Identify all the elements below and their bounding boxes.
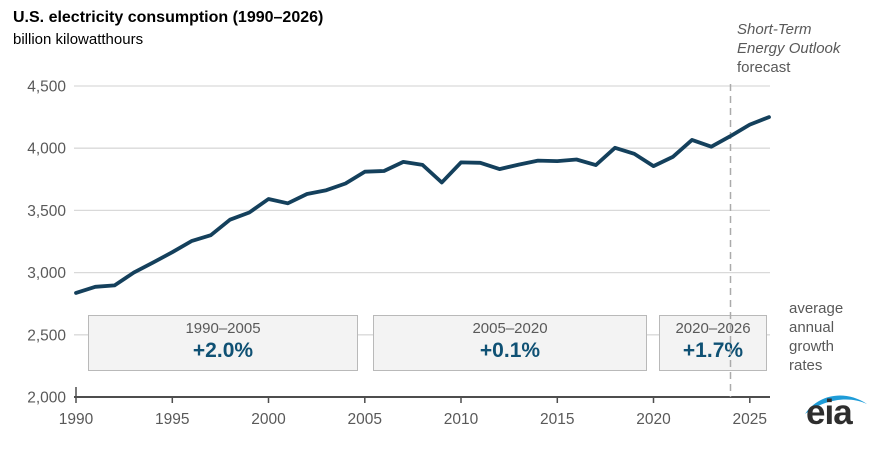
x-tick-label: 1990 <box>59 411 94 428</box>
growth-box-rate: +0.1% <box>479 339 541 362</box>
x-tick-label: 2025 <box>733 411 767 428</box>
growth-box-1990-2005: 1990–2005 +2.0% <box>88 315 358 371</box>
forecast-annotation-line1: Short-Term <box>737 21 812 38</box>
forecast-annotation: Short-Term Energy Outlook forecast <box>737 20 872 77</box>
y-tick-label: 4,500 <box>27 79 66 96</box>
y-tick-label: 3,000 <box>27 265 66 282</box>
y-tick-label: 4,000 <box>27 141 66 158</box>
x-tick-label: 2020 <box>636 411 671 428</box>
growth-note: average annual growth rates <box>789 300 844 374</box>
x-tick-label: 2010 <box>444 411 479 428</box>
growth-box-period: 1990–2005 <box>185 320 261 337</box>
forecast-annotation-line2: Energy Outlook <box>737 40 841 57</box>
growth-box-rate: +1.7% <box>682 339 744 362</box>
x-tick-label: 2015 <box>540 411 574 428</box>
growth-box-period: 2005–2020 <box>472 320 548 337</box>
growth-box-2020-2026: 2020–2026 +1.7% <box>659 315 767 371</box>
forecast-annotation-line3: forecast <box>737 59 791 76</box>
eia-logo-text: eia <box>806 393 853 432</box>
y-tick-label: 2,500 <box>27 327 66 344</box>
eia-logo: eia <box>804 391 870 441</box>
growth-box-2005-2020: 2005–2020 +0.1% <box>373 315 647 371</box>
y-tick-label: 2,000 <box>27 390 66 407</box>
growth-box-rate: +2.0% <box>192 339 254 362</box>
y-tick-label: 3,500 <box>27 203 66 220</box>
consumption-line <box>74 115 771 295</box>
chart-title: U.S. electricity consumption (1990–2026) <box>13 9 324 26</box>
chart-subtitle: billion kilowatthours <box>13 31 144 48</box>
x-tick-label: 2000 <box>251 411 286 428</box>
eia-logo-swoosh-icon <box>805 395 867 414</box>
growth-box-period: 2020–2026 <box>675 320 751 337</box>
x-tick-label: 2005 <box>348 411 382 428</box>
x-tick-label: 1995 <box>155 411 189 428</box>
